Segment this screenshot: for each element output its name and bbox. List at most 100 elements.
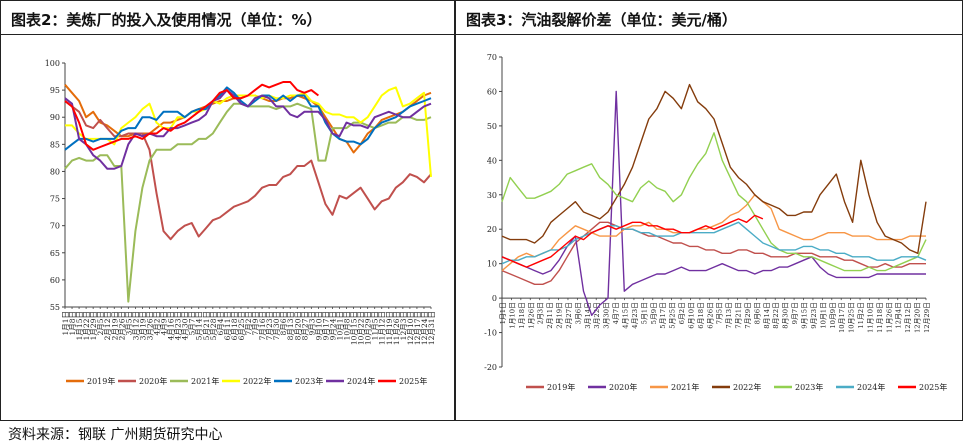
x-tick-label: 3月14日 [584,302,592,329]
x-tick-label: 12月20日 [914,302,922,333]
x-tick-label: 2月26日 [117,311,126,340]
x-tick-label: 10月29日 [364,311,373,345]
x-tick-label: 5月21日 [202,311,211,340]
x-tick-label: 5月25日 [669,302,677,329]
x-tick-label: 10月17日 [838,302,846,333]
legend-label: 2025年 [399,376,427,386]
legend-label: 2023年 [795,382,823,392]
x-tick-label: 5月9日 [650,302,658,324]
y-tick-label: 50 [487,122,497,131]
x-tick-label: 11月12日 [378,311,387,345]
x-tick-label: 12月29日 [923,302,931,333]
y-tick-label: 100 [45,59,60,68]
x-tick-label: 2月19日 [110,311,119,340]
y-tick-label: 60 [487,87,497,96]
series-line [64,89,432,170]
x-tick-label: 11月26日 [392,311,401,345]
x-tick-label: 11月5日 [371,311,380,340]
y-tick-label: 0 [492,294,497,303]
x-tick-label: 5月17日 [659,302,667,329]
y-tick-label: 90 [50,113,60,122]
x-tick-label: 5月28日 [209,311,218,340]
legend-label: 2022年 [243,376,271,386]
x-tick-label: 5月1日 [640,302,648,324]
x-tick-label: 2月27日 [565,302,573,329]
series-line [501,132,927,272]
x-tick-label: 12月3日 [399,311,408,340]
x-tick-label: 7月21日 [735,302,743,329]
x-tick-label: 7月29日 [744,302,752,329]
y-tick-label: 70 [50,222,60,231]
x-tick-label: 2月5日 [96,311,105,336]
legend-label: 2021年 [671,382,699,392]
source-note: 资料来源：钢联 广州期货研究中心 [8,427,223,443]
x-tick-label: 6月10日 [687,302,695,329]
x-tick-label: 11月19日 [385,311,394,345]
x-tick-label: 1月18日 [518,302,526,329]
x-tick-label: 6月18日 [230,311,239,340]
y-tick-label: 75 [50,195,60,204]
x-tick-label: 3月6日 [574,302,582,324]
x-tick-label: 8月6日 [279,311,288,336]
x-tick-label: 8月14日 [763,302,771,329]
x-tick-label: 6月25日 [237,311,246,340]
x-tick-label: 12月17日 [413,311,422,345]
x-tick-label: 9月15日 [801,302,809,329]
x-tick-label: 6月26日 [706,302,714,329]
x-tick-label: 6月18日 [697,302,705,329]
series-line [501,221,926,286]
x-tick-label: 10月9日 [829,302,837,329]
x-tick-label: 7月13日 [725,302,733,329]
x-tick-label: 1月8日 [68,311,77,336]
title-divider [456,34,962,35]
x-tick-label: 8月27日 [300,311,309,340]
x-tick-label: 1月1日 [499,302,507,324]
title-divider [1,34,454,35]
x-tick-label: 4月30日 [181,311,190,340]
x-tick-label: 10月1日 [819,302,827,329]
x-tick-label: 2月12日 [103,311,112,340]
x-tick-label: 4月7日 [612,302,620,324]
legend-label: 2020年 [609,382,637,392]
y-tick-label: 30 [487,191,497,200]
x-tick-label: 2月3日 [537,302,545,324]
x-tick-label: 3月26日 [145,311,154,340]
x-tick-label: 8月20日 [293,311,302,340]
x-tick-label: 3月19日 [138,311,147,340]
y-tick-label: 70 [487,53,497,62]
x-tick-label: 8月30日 [782,302,790,329]
x-tick-label: 11月10日 [866,302,874,333]
x-tick-label: 9月10日 [314,311,323,340]
x-tick-label: 11月26日 [885,302,893,333]
x-tick-label: 10月15日 [350,311,359,345]
y-tick-label: 60 [50,276,60,285]
legend-label: 2024年 [347,376,375,386]
x-tick-label: 4月9日 [160,311,169,336]
x-tick-label: 1月1日 [61,311,70,336]
x-tick-label: 10月25日 [848,302,856,333]
y-tick-label: 65 [50,249,60,258]
x-tick-label: 12月12日 [904,302,912,333]
x-tick-label: 12月24日 [420,311,429,345]
x-tick-label: 6月4日 [216,311,225,336]
y-tick-label: 10 [487,260,497,269]
y-tick-label: 80 [50,167,60,176]
x-tick-label: 2月11日 [546,302,554,329]
x-tick-label: 4月2日 [153,311,162,336]
refinery-utilization-chart: 5560657075808590951001月1日1月8日1月15日1月22日1… [45,59,436,386]
x-tick-label: 8月6日 [753,302,761,324]
legend-label: 2019年 [87,376,115,386]
x-tick-label: 7月30日 [272,311,281,340]
chart-title: 图表3：汽油裂解价差（单位：美元/桶） [466,11,737,29]
x-tick-label: 12月10日 [406,311,415,345]
x-tick-label: 9月24日 [328,311,337,340]
y-tick-label: 95 [50,86,60,95]
legend-label: 2020年 [139,376,167,386]
x-tick-label: 9月17日 [321,311,330,340]
y-tick-label: -20 [484,363,497,372]
x-tick-label: 3月30日 [603,302,611,329]
series-line [501,83,927,255]
series-line [501,194,926,272]
x-tick-label: 1月22日 [82,311,91,340]
x-tick-label: 1月29日 [89,311,98,340]
